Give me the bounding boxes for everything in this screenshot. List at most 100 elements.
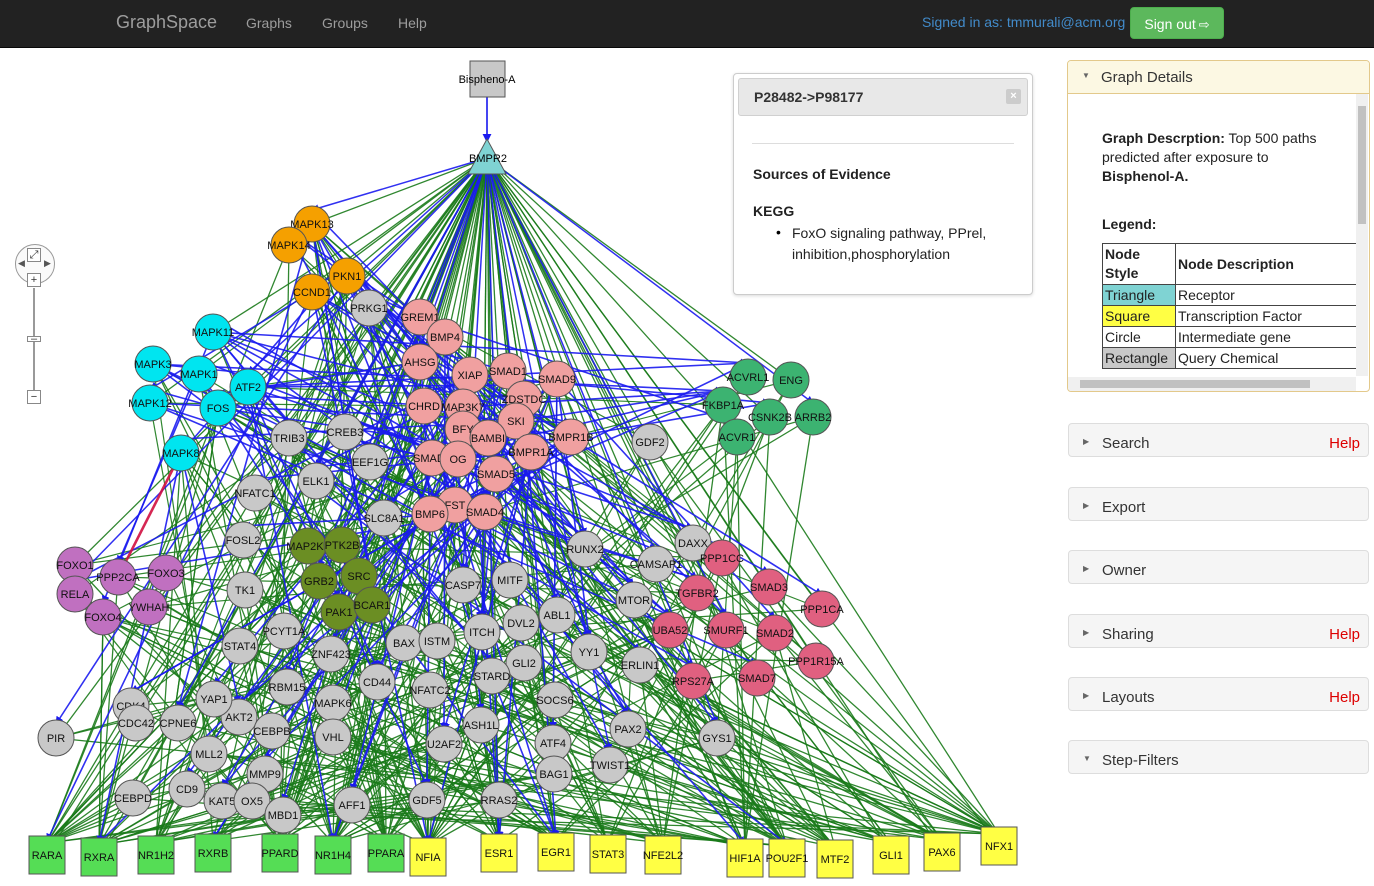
edge[interactable] bbox=[426, 664, 641, 801]
node-gdf5[interactable] bbox=[408, 781, 446, 819]
node-pcyt1a[interactable] bbox=[265, 612, 303, 650]
node-ski[interactable] bbox=[497, 402, 535, 440]
tf-nr1h4[interactable] bbox=[314, 835, 352, 875]
node-bisphenol-a[interactable] bbox=[469, 60, 506, 98]
tf-rxrb[interactable] bbox=[194, 833, 232, 873]
node-bmpr1b[interactable] bbox=[552, 418, 590, 456]
node-ox5[interactable] bbox=[233, 782, 271, 820]
tf-nr1h2[interactable] bbox=[137, 835, 175, 875]
help-link[interactable]: Help bbox=[1329, 626, 1360, 643]
node-nfatc2[interactable] bbox=[411, 671, 449, 709]
node-pax2[interactable] bbox=[609, 710, 647, 748]
edge[interactable] bbox=[552, 632, 776, 744]
edge[interactable] bbox=[662, 404, 724, 844]
edge[interactable] bbox=[152, 363, 429, 846]
node-rbm15[interactable] bbox=[268, 668, 306, 706]
node-erlin1[interactable] bbox=[621, 646, 659, 684]
edge[interactable] bbox=[74, 593, 557, 841]
node-elk1[interactable] bbox=[297, 462, 335, 500]
tf-nfe2l2[interactable] bbox=[644, 835, 682, 875]
node-rras2[interactable] bbox=[480, 781, 518, 819]
node-smad9[interactable] bbox=[538, 360, 576, 398]
edge[interactable] bbox=[330, 653, 718, 739]
node-slc8a1[interactable] bbox=[365, 499, 403, 537]
edge[interactable] bbox=[649, 441, 943, 841]
edge[interactable] bbox=[98, 407, 219, 846]
node-bmp4[interactable] bbox=[426, 318, 464, 356]
node-cd9[interactable] bbox=[168, 770, 206, 808]
node-ppp1cc[interactable] bbox=[703, 539, 741, 577]
edge[interactable] bbox=[212, 317, 459, 460]
nav-groups[interactable]: Groups bbox=[322, 15, 368, 31]
node-grem1[interactable] bbox=[401, 298, 439, 336]
step-filters-panel[interactable]: ▼ Step-Filters bbox=[1068, 740, 1369, 774]
edge[interactable] bbox=[385, 699, 556, 842]
node-u2af2[interactable] bbox=[425, 725, 463, 763]
signed-in-user[interactable]: Signed in as: tmmurali@acm.org bbox=[922, 14, 1126, 30]
node-foxo3[interactable] bbox=[147, 554, 185, 592]
node-camsap1[interactable] bbox=[637, 545, 675, 583]
edge[interactable] bbox=[469, 374, 590, 639]
node-gys1[interactable] bbox=[698, 719, 736, 757]
tf-hif1a[interactable] bbox=[726, 838, 764, 878]
node-rela[interactable] bbox=[56, 575, 94, 613]
node-mapk1[interactable] bbox=[180, 355, 218, 393]
tf-mtf2[interactable] bbox=[816, 839, 854, 879]
edge[interactable] bbox=[55, 157, 488, 739]
node-mitf[interactable] bbox=[491, 561, 529, 599]
edge[interactable] bbox=[486, 157, 1000, 847]
edge[interactable] bbox=[486, 157, 788, 859]
node-bcar1[interactable] bbox=[353, 586, 391, 624]
node-yy1[interactable] bbox=[570, 633, 608, 671]
edge[interactable] bbox=[491, 675, 664, 844]
edge[interactable] bbox=[198, 373, 387, 842]
node-eef1g[interactable] bbox=[351, 443, 389, 481]
edge[interactable] bbox=[155, 407, 219, 844]
node-smad4[interactable] bbox=[466, 493, 504, 531]
edge[interactable] bbox=[486, 157, 771, 418]
edge[interactable] bbox=[74, 157, 488, 566]
edge[interactable] bbox=[555, 632, 776, 841]
edge[interactable] bbox=[208, 753, 943, 841]
edge[interactable] bbox=[180, 452, 242, 704]
edge[interactable] bbox=[311, 157, 488, 225]
edge[interactable] bbox=[454, 504, 746, 845]
edge[interactable] bbox=[244, 589, 892, 844]
edge[interactable] bbox=[427, 376, 749, 846]
node-runx2[interactable] bbox=[566, 530, 604, 568]
tf-ppard[interactable] bbox=[261, 833, 299, 873]
edge[interactable] bbox=[556, 614, 943, 841]
nav-graphs[interactable]: Graphs bbox=[246, 15, 292, 31]
owner-panel[interactable]: ▶ Owner bbox=[1068, 550, 1369, 584]
node-cd44[interactable] bbox=[358, 663, 396, 701]
edge[interactable] bbox=[486, 157, 694, 544]
node-ptk2b[interactable] bbox=[323, 526, 361, 564]
node-mll2[interactable] bbox=[190, 735, 228, 773]
node-prkg1[interactable] bbox=[350, 289, 388, 327]
brand-logo[interactable]: GraphSpace bbox=[116, 12, 218, 32]
edge[interactable] bbox=[442, 451, 532, 731]
zoom-in-icon[interactable]: + bbox=[27, 273, 41, 287]
vertical-scrollbar[interactable] bbox=[1356, 94, 1368, 376]
edge[interactable] bbox=[247, 157, 488, 374]
tf-egr1[interactable] bbox=[537, 832, 575, 872]
edge[interactable] bbox=[484, 511, 641, 652]
edge[interactable] bbox=[633, 599, 718, 739]
tf-rara[interactable] bbox=[28, 835, 66, 875]
edge[interactable] bbox=[149, 291, 313, 390]
node-smad3[interactable] bbox=[750, 568, 788, 606]
edge[interactable] bbox=[486, 157, 698, 594]
node-arrb2[interactable] bbox=[794, 398, 832, 436]
node-casp7[interactable] bbox=[444, 566, 482, 604]
edge[interactable] bbox=[176, 223, 313, 710]
edge[interactable] bbox=[212, 157, 488, 333]
node-gdf2[interactable] bbox=[631, 423, 669, 461]
edge[interactable] bbox=[165, 157, 488, 574]
node-socs6[interactable] bbox=[536, 681, 574, 719]
edge[interactable] bbox=[46, 244, 290, 844]
close-icon[interactable]: × bbox=[1006, 89, 1021, 104]
node-cdc42[interactable] bbox=[117, 704, 155, 742]
edge[interactable] bbox=[403, 642, 788, 847]
node-itch[interactable] bbox=[463, 613, 501, 651]
